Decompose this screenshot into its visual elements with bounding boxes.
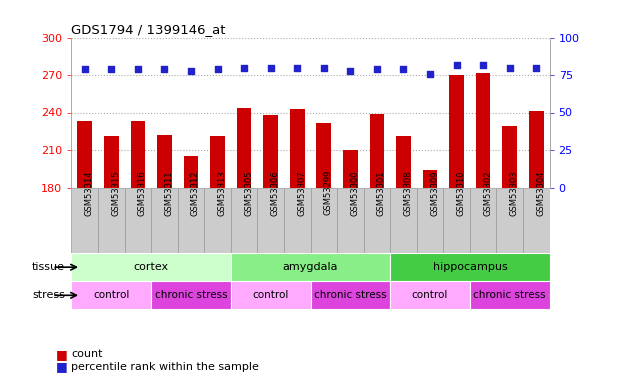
Bar: [284, 188, 310, 253]
Bar: [502, 126, 517, 188]
Bar: [390, 188, 417, 253]
Bar: [211, 136, 225, 188]
Point: [160, 66, 170, 72]
Text: GSM53300: GSM53300: [350, 170, 360, 216]
Bar: [337, 188, 364, 253]
Bar: [470, 281, 550, 309]
Text: amygdala: amygdala: [283, 262, 338, 272]
Bar: [71, 188, 98, 253]
Bar: [496, 188, 523, 253]
Bar: [151, 188, 178, 253]
Text: GSM53307: GSM53307: [297, 170, 306, 216]
Point: [106, 66, 116, 72]
Text: control: control: [412, 290, 448, 300]
Bar: [369, 114, 384, 188]
Point: [425, 70, 435, 76]
Bar: [529, 111, 543, 188]
Bar: [470, 188, 496, 253]
Bar: [231, 281, 310, 309]
Point: [186, 68, 196, 74]
Bar: [343, 150, 358, 188]
Bar: [237, 108, 252, 188]
Text: hippocampus: hippocampus: [432, 262, 507, 272]
Text: GDS1794 / 1399146_at: GDS1794 / 1399146_at: [71, 23, 226, 36]
Point: [319, 64, 329, 70]
Text: GSM53306: GSM53306: [271, 170, 279, 216]
Bar: [364, 188, 390, 253]
Text: GSM53304: GSM53304: [537, 170, 545, 216]
Point: [478, 62, 488, 68]
Bar: [310, 188, 337, 253]
Bar: [310, 281, 390, 309]
Text: GSM53314: GSM53314: [84, 170, 94, 216]
Bar: [257, 188, 284, 253]
Text: control: control: [93, 290, 129, 300]
Text: stress: stress: [32, 290, 65, 300]
Text: GSM53313: GSM53313: [217, 170, 227, 216]
Text: percentile rank within the sample: percentile rank within the sample: [71, 362, 260, 372]
Text: cortex: cortex: [134, 262, 169, 272]
Bar: [396, 136, 410, 188]
Bar: [71, 281, 151, 309]
Bar: [231, 253, 390, 281]
Point: [79, 66, 89, 72]
Text: GSM53315: GSM53315: [111, 170, 120, 216]
Text: GSM53308: GSM53308: [404, 170, 412, 216]
Bar: [443, 188, 470, 253]
Text: control: control: [253, 290, 289, 300]
Bar: [476, 72, 491, 188]
Text: GSM53312: GSM53312: [191, 170, 200, 216]
Text: ■: ■: [57, 348, 68, 361]
Bar: [390, 281, 470, 309]
Point: [451, 62, 461, 68]
Bar: [157, 135, 171, 188]
Text: GSM53301: GSM53301: [377, 170, 386, 216]
Text: ■: ■: [57, 360, 68, 373]
Point: [345, 68, 355, 74]
Bar: [71, 253, 231, 281]
Bar: [151, 281, 231, 309]
Point: [239, 64, 249, 70]
Text: GSM53303: GSM53303: [510, 170, 519, 216]
Bar: [130, 121, 145, 188]
Bar: [390, 253, 550, 281]
Bar: [317, 123, 331, 188]
Bar: [125, 188, 151, 253]
Bar: [104, 136, 119, 188]
Bar: [423, 170, 437, 188]
Point: [266, 64, 276, 70]
Text: GSM53302: GSM53302: [483, 170, 492, 216]
Text: GSM53299: GSM53299: [324, 170, 333, 215]
Point: [399, 66, 409, 72]
Bar: [231, 188, 257, 253]
Bar: [523, 188, 550, 253]
Point: [372, 66, 382, 72]
Bar: [204, 188, 231, 253]
Text: GSM53316: GSM53316: [138, 170, 147, 216]
Text: GSM53310: GSM53310: [456, 170, 466, 216]
Text: GSM53309: GSM53309: [430, 170, 439, 216]
Bar: [78, 121, 92, 188]
Text: chronic stress: chronic stress: [314, 290, 387, 300]
Bar: [178, 188, 204, 253]
Bar: [263, 115, 278, 188]
Text: tissue: tissue: [32, 262, 65, 272]
Bar: [450, 75, 464, 188]
Point: [532, 64, 542, 70]
Point: [292, 64, 302, 70]
Point: [505, 64, 515, 70]
Text: chronic stress: chronic stress: [155, 290, 227, 300]
Point: [212, 66, 222, 72]
Text: GSM53305: GSM53305: [244, 170, 253, 216]
Bar: [290, 109, 304, 188]
Text: GSM53311: GSM53311: [165, 170, 173, 216]
Text: count: count: [71, 350, 103, 359]
Bar: [184, 156, 198, 188]
Bar: [98, 188, 125, 253]
Point: [133, 66, 143, 72]
Bar: [417, 188, 443, 253]
Text: chronic stress: chronic stress: [473, 290, 546, 300]
